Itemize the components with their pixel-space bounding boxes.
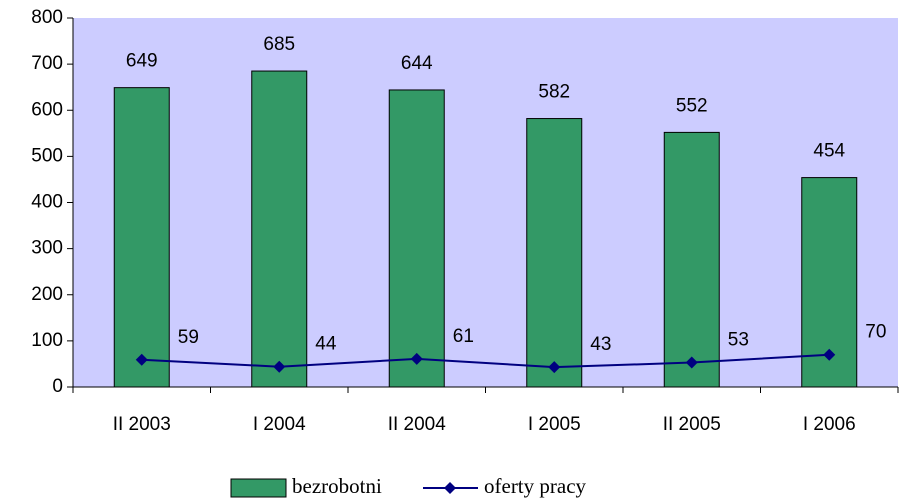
line-value-label: 59: [178, 327, 199, 348]
y-tick-label: 400: [31, 192, 63, 213]
line-value-label: 43: [590, 334, 611, 355]
y-tick-label: 0: [52, 376, 63, 397]
bar-value-label: 685: [263, 34, 295, 55]
bar: [251, 70, 308, 388]
x-tick-label: I 2005: [528, 414, 581, 435]
legend-label: bezrobotni: [292, 474, 382, 498]
x-tick-label: II 2004: [388, 414, 447, 435]
y-tick-label: 100: [31, 330, 63, 351]
line-marker: [548, 361, 561, 374]
legend-marker: [444, 482, 456, 494]
bar-value-label: 582: [538, 82, 570, 103]
x-tick-label: II 2005: [663, 414, 721, 435]
line-value-label: 53: [728, 330, 749, 351]
plot-area: [73, 18, 898, 387]
y-tick-label: 500: [31, 145, 63, 166]
legend-swatch: [230, 478, 287, 498]
bar: [663, 131, 720, 388]
y-tick-label: 200: [31, 284, 63, 305]
line-value-label: 61: [453, 326, 474, 347]
y-tick-label: 300: [31, 238, 63, 259]
bar-value-label: 644: [401, 53, 433, 74]
x-tick-label: I 2004: [253, 414, 306, 435]
x-tick-label: I 2006: [803, 414, 856, 435]
line-marker: [135, 353, 148, 366]
line-marker: [410, 352, 423, 365]
line-marker: [685, 356, 698, 369]
bar: [526, 118, 583, 388]
bar: [388, 89, 445, 388]
line: [141, 353, 830, 369]
y-tick-label: 800: [31, 7, 63, 28]
bar-value-label: 552: [676, 95, 708, 116]
y-tick-label: 600: [31, 99, 63, 120]
line-value-label: 70: [865, 322, 886, 343]
bar-value-label: 649: [126, 51, 158, 72]
line-marker: [823, 348, 836, 361]
bar-value-label: 454: [813, 141, 845, 162]
line-value-label: 44: [315, 334, 337, 355]
legend-label: oferty pracy: [484, 474, 587, 498]
line-marker: [273, 360, 286, 373]
bar: [113, 87, 170, 388]
y-tick-label: 700: [31, 53, 63, 74]
x-tick-label: II 2003: [113, 414, 171, 435]
